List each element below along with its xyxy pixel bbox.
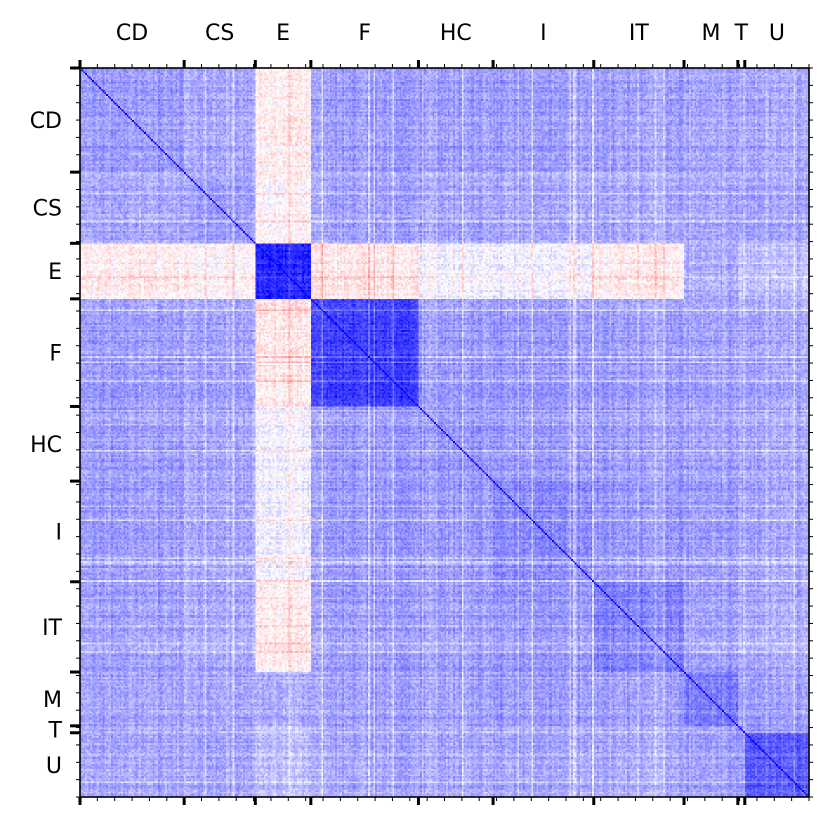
x-tick-label: CD [116, 21, 148, 46]
x-tick-label: HC [440, 21, 472, 46]
y-tick-label: I [56, 520, 63, 545]
y-tick-label: IT [42, 616, 62, 641]
y-tick-label: F [49, 342, 62, 367]
x-tick-label: T [734, 21, 749, 46]
tick-marks [70, 60, 813, 805]
x-tick-labels: CD CS E F HC I IT M T U [116, 21, 785, 46]
x-tick-label: IT [629, 21, 649, 46]
y-tick-labels: CD CS E F HC I IT MTU [30, 109, 63, 779]
y-tick-label: E [48, 260, 62, 285]
x-tick-label: E [276, 21, 290, 46]
heatmap-image [80, 68, 809, 797]
x-tick-label: M [701, 21, 720, 46]
x-tick-label: I [540, 21, 547, 46]
x-tick-label: CS [205, 21, 234, 46]
y-tick-label: U [46, 754, 62, 779]
y-tick-label: T [48, 718, 63, 743]
x-tick-label: U [769, 21, 785, 46]
y-tick-label: M [43, 688, 62, 713]
y-tick-label: CS [33, 197, 62, 222]
heatmap-raster [80, 68, 809, 797]
y-tick-label: HC [30, 433, 62, 458]
x-tick-label: F [358, 21, 371, 46]
y-tick-label: CD [30, 109, 62, 134]
